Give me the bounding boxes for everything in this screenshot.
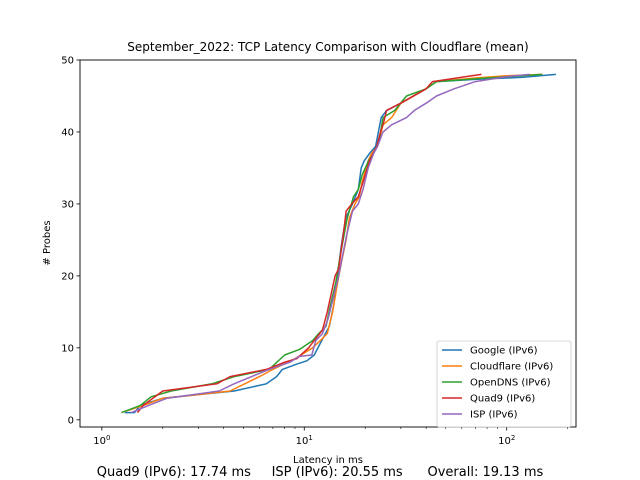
y-tick-label: 20 [61, 271, 74, 282]
plot-lines [121, 73, 556, 414]
x-tick-label: 102 [498, 434, 515, 447]
y-axis: 0 10 20 30 40 50 [61, 56, 80, 426]
legend: Google (IPv6) Cloudflare (IPv6) OpenDNS (I… [436, 340, 572, 428]
y-tick-label: 40 [61, 127, 74, 138]
y-tick-label: 10 [61, 343, 74, 354]
y-tick-label: 50 [61, 56, 74, 67]
legend-entry: Cloudflare (IPv6) [470, 362, 553, 373]
series-line-4 [131, 73, 530, 414]
x-tick-label: 100 [93, 434, 110, 447]
y-tick-label: 30 [61, 199, 74, 210]
x-axis: 100 101 102 [93, 427, 568, 447]
plot-frame [79, 59, 577, 428]
y-tick-label: 0 [68, 415, 74, 426]
legend-entry: Quad9 (IPv6) [470, 394, 535, 405]
chart-title: September_2022: TCP Latency Comparison w… [127, 40, 528, 54]
x-tick-label: 101 [296, 434, 313, 447]
summary-footer: Quad9 (IPv6): 17.74 ms ISP (IPv6): 20.55… [96, 465, 544, 480]
legend-box [436, 340, 572, 428]
legend-entry: ISP (IPv6) [470, 410, 518, 421]
series-line-3 [136, 73, 482, 414]
legend-entry: Google (IPv6) [470, 346, 538, 357]
legend-entry: OpenDNS (IPv6) [470, 378, 551, 389]
y-axis-label: # Probes [42, 220, 53, 265]
x-axis-label: Latency in ms [293, 455, 363, 466]
